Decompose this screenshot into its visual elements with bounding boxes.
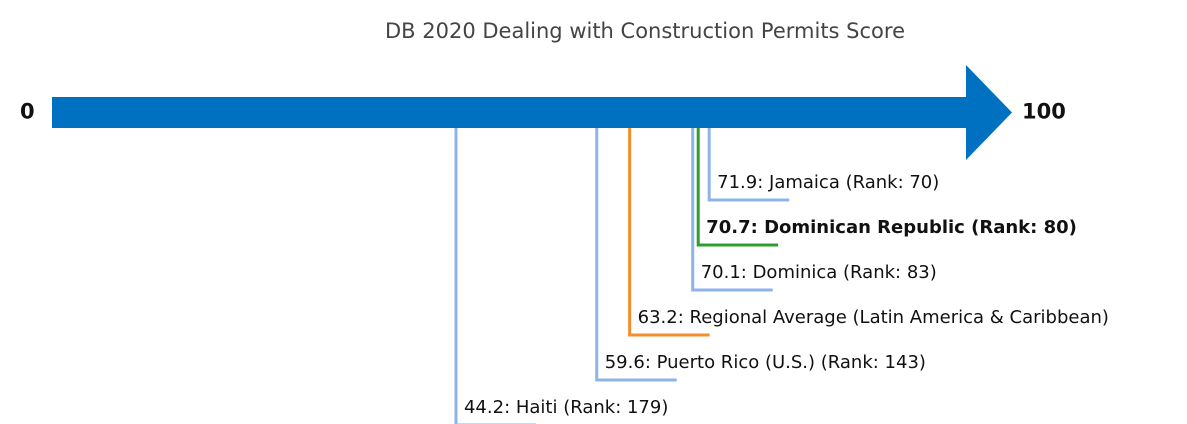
marker-line: [454, 128, 536, 424]
chart-title: DB 2020 Dealing with Construction Permit…: [385, 19, 905, 43]
value-label: 70.1: Dominica (Rank: 83): [701, 262, 937, 283]
x-tick-label: 0: [20, 100, 35, 124]
value-label: 63.2: Regional Average (Latin America & …: [638, 307, 1109, 328]
marker-line: [691, 128, 773, 292]
marker-line: [628, 128, 710, 337]
x-tick-label: 100: [1022, 100, 1066, 124]
marker-line: [595, 128, 677, 382]
value-label: 71.9: Jamaica (Rank: 70): [717, 172, 939, 193]
value-label: 59.6: Puerto Rico (U.S.) (Rank: 143): [605, 352, 926, 373]
value-label: 44.2: Haiti (Rank: 179): [464, 397, 668, 418]
marker-line: [707, 128, 790, 202]
axis-arrow: [52, 65, 1012, 160]
value-label: 70.7: Dominican Republic (Rank: 80): [706, 217, 1077, 238]
marker-line: [696, 128, 779, 247]
